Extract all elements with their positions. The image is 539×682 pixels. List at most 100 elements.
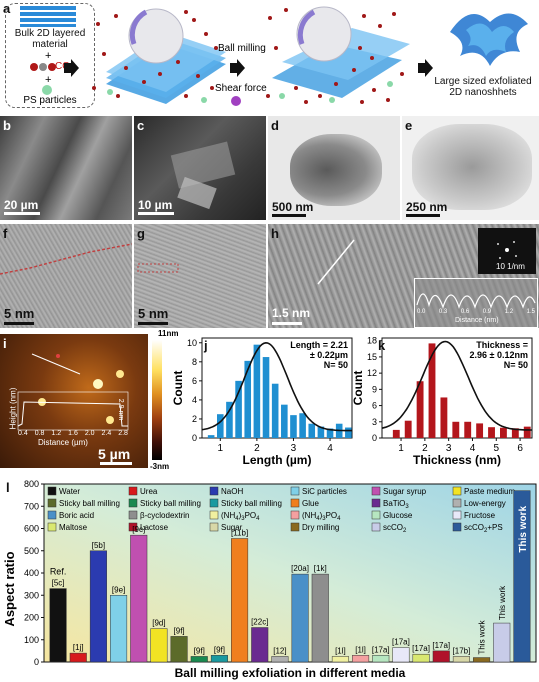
- histogram-bar: [392, 429, 400, 438]
- aspect-bar: [311, 573, 329, 663]
- flake-shape: [170, 141, 236, 189]
- bar-label: [22c]: [251, 618, 268, 627]
- scale-bar: [272, 214, 306, 217]
- gaussian-fit: [381, 340, 532, 431]
- y-tick-label: 100: [24, 635, 39, 645]
- saed-inset: 10 1/nm: [478, 228, 536, 274]
- legend-swatch: [371, 498, 381, 508]
- histogram-bar: [404, 420, 412, 438]
- tick-label: 2.8: [118, 430, 128, 437]
- tick-label: 2.4: [101, 430, 112, 437]
- aspect-bar: [412, 653, 430, 663]
- tick-label: 1.6: [68, 430, 78, 437]
- bar-label: [17a]: [372, 645, 390, 654]
- legend-swatch: [452, 510, 462, 520]
- y-tick-label: 700: [24, 501, 39, 511]
- legend-label: Dry milling: [302, 523, 339, 532]
- panel-label-f: f: [3, 226, 8, 241]
- aspect-bar: [110, 595, 128, 663]
- bar-label: This work: [498, 585, 507, 620]
- panel-label-k: k: [378, 338, 386, 353]
- milling-schematic-2: [266, 6, 410, 104]
- layered-material-icon: [20, 6, 76, 27]
- aspect-bar: [150, 628, 168, 663]
- shear-force-label: Shear force: [215, 83, 267, 94]
- histogram-bar: [235, 380, 242, 438]
- legend-label: Sugar: [221, 523, 243, 532]
- y-tick-label: 0: [372, 433, 377, 443]
- y-tick-label: 12: [367, 368, 377, 378]
- legend-label: Low-energy: [464, 499, 506, 508]
- bar-label: [9f]: [194, 646, 205, 655]
- x-tick-label: 4: [327, 443, 333, 454]
- ps-particle-icon: [42, 85, 52, 95]
- tick-label: 1.2: [51, 430, 62, 437]
- histogram-bar: [271, 383, 279, 438]
- aspect-bar: [190, 656, 208, 663]
- legend-label: (NH4)3PO4: [302, 511, 341, 522]
- legend-label: Sticky ball milling: [59, 499, 120, 508]
- diffraction-pattern: [497, 241, 517, 259]
- y-tick-label: 2: [192, 414, 197, 424]
- co2-molecule-icon: [30, 63, 56, 71]
- x-tick-label: 6: [517, 443, 523, 454]
- annotation-text: N= 50: [504, 360, 528, 370]
- panel-label-j: j: [204, 338, 208, 353]
- aspect-bar: [452, 656, 470, 663]
- panel-i-afm: Height (nm) 0.4 0.8 1.2 1.6 2.0 2.4 2.8 …: [0, 334, 148, 468]
- y-tick-label: 300: [24, 590, 39, 600]
- legend-swatch: [209, 510, 219, 520]
- y-tick-label: 9: [372, 384, 377, 394]
- legend-swatch: [290, 510, 300, 520]
- y-axis-label: Aspect ratio: [2, 551, 17, 626]
- bar-label: [17a]: [392, 638, 410, 647]
- tick-label: 2.0: [84, 430, 95, 437]
- y-tick-label: 6: [192, 376, 197, 386]
- x-axis-label: Ball milling exfoliation in different me…: [175, 666, 406, 680]
- legend-swatch: [452, 498, 462, 508]
- legend-swatch: [209, 486, 219, 496]
- y-tick-label: 0: [192, 433, 197, 443]
- saed-scale: 10 1/nm: [496, 262, 525, 271]
- edge-line: [137, 263, 179, 273]
- panel-a: a Bulk 2D layered material + CO2 + PS pa…: [0, 0, 539, 112]
- legend-label: Lactose: [140, 523, 169, 532]
- histogram-bar: [299, 413, 306, 438]
- x-tick-label: 1: [398, 443, 404, 454]
- aspect-ratio-chart: 0 100 200 300 400 500 600 700 800 Aspect ratio Bal…: [2, 479, 537, 680]
- arrow-icon: [230, 59, 245, 77]
- legend-swatch: [452, 522, 462, 532]
- input-box: [5, 3, 95, 108]
- nanosheets-icon: [450, 13, 528, 66]
- legend-swatch: [47, 522, 57, 532]
- ball-milling-label: Ball milling: [218, 43, 266, 54]
- aspect-bar: [271, 656, 289, 663]
- y-tick-label: 600: [24, 524, 39, 534]
- y-tick-label: 4: [192, 395, 197, 405]
- histogram-bar: [464, 421, 472, 438]
- bulk-label: Bulk 2D layered material: [14, 28, 86, 50]
- annotation-text: N= 50: [324, 360, 348, 370]
- bar-label: [9e]: [112, 585, 125, 594]
- legend-label: SiC particles: [302, 487, 347, 496]
- annotation-text: Length = 2.21: [290, 340, 348, 350]
- colorbar: [152, 340, 162, 460]
- plus-sign-2: +: [45, 74, 52, 86]
- legend-swatch: [209, 522, 219, 532]
- scale-bar: [138, 322, 168, 325]
- bar-label: This work: [518, 506, 529, 553]
- legend-swatch: [128, 522, 138, 532]
- result-label: Large sized exfoliated 2D nanoshhets: [434, 76, 532, 98]
- aspect-bar: [392, 647, 410, 663]
- histogram-bar: [253, 344, 261, 438]
- y-tick-label: 800: [24, 479, 39, 489]
- arrow-icon: [64, 59, 79, 77]
- legend-swatch: [47, 510, 57, 520]
- annotation-text: ± 0.22µm: [310, 350, 348, 360]
- bar-label: [9f]: [174, 626, 185, 635]
- legend-label: scCO2+PS: [464, 523, 503, 534]
- profile-curve: [416, 293, 536, 309]
- histogram-bar: [281, 404, 288, 438]
- bar-label: [1j]: [73, 643, 84, 652]
